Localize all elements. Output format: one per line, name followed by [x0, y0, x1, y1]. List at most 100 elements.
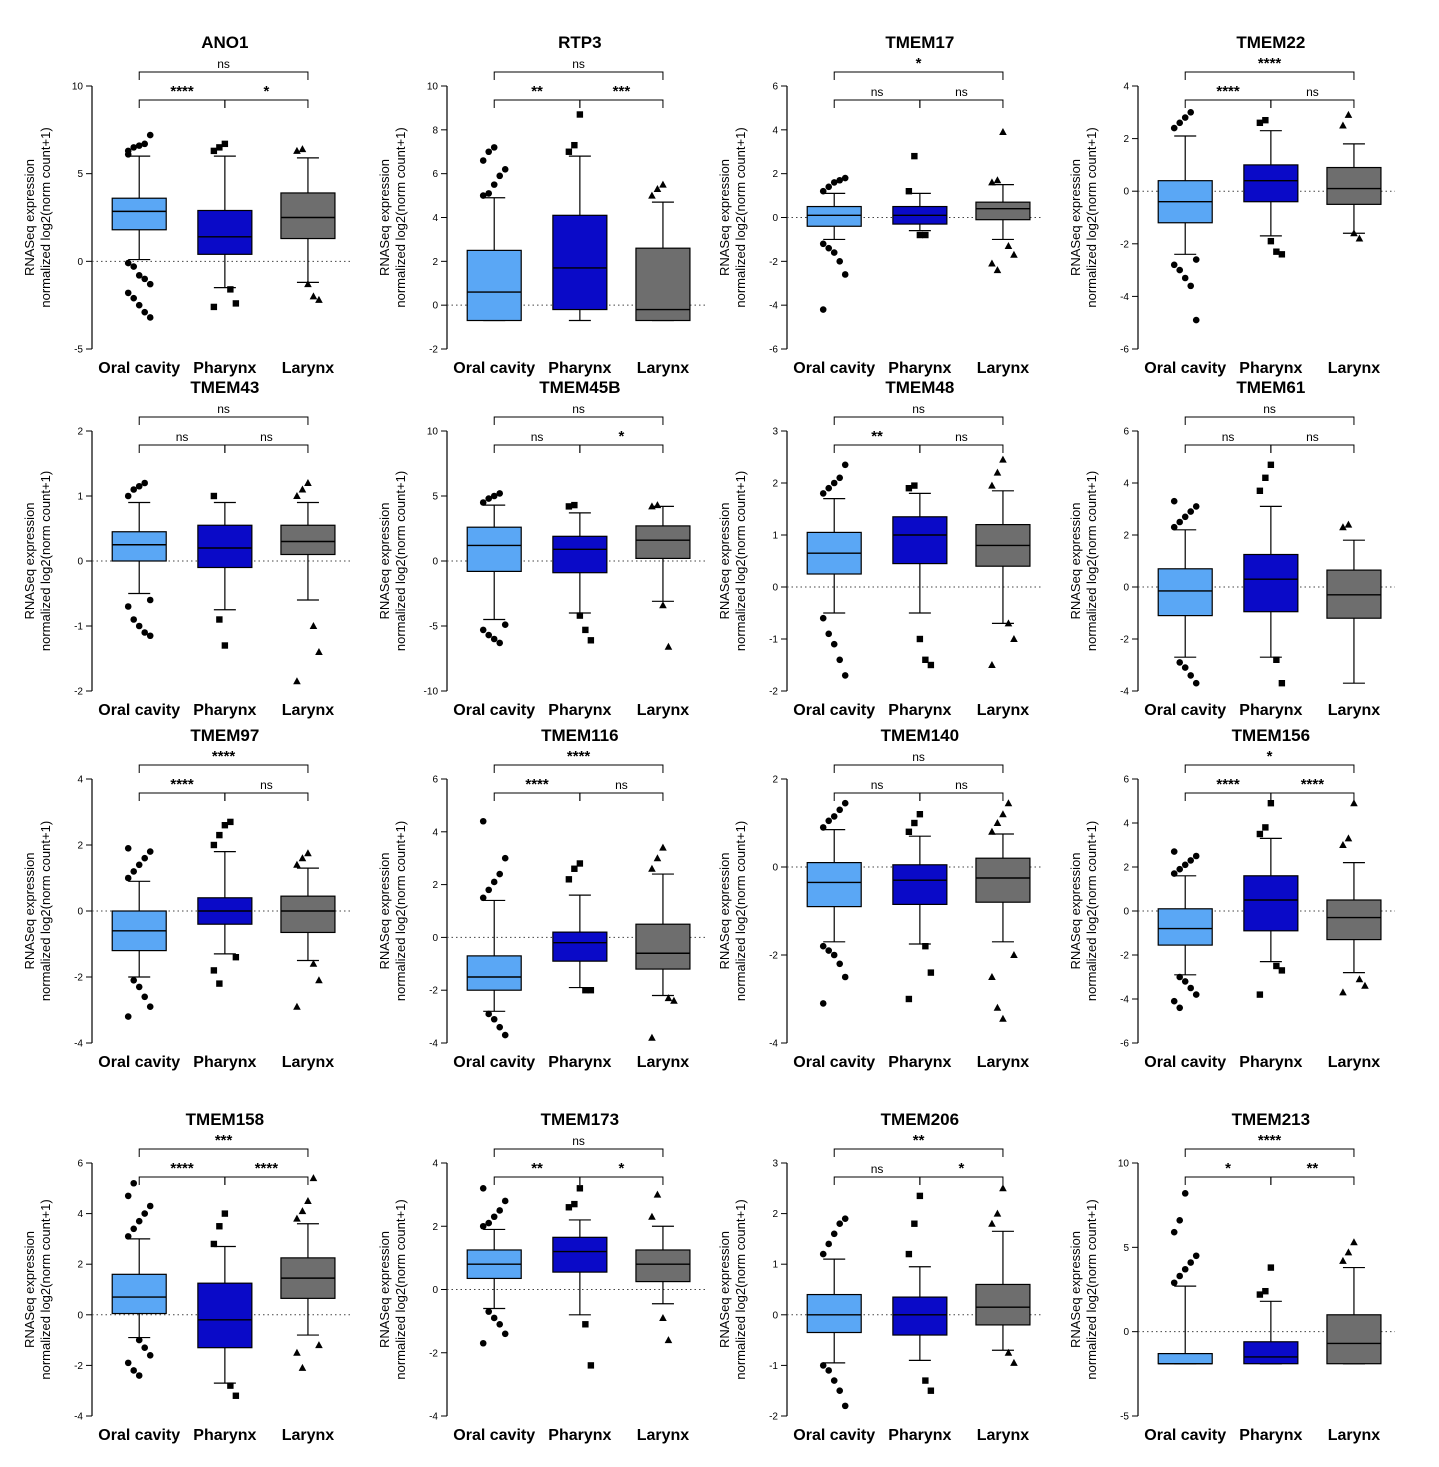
- panel-tmem158-outlier-point: [298, 1207, 307, 1215]
- panel-tmem158-ytick-label: 4: [77, 1209, 83, 1220]
- panel-tmem173-xtick-label: Larynx: [637, 1427, 690, 1444]
- panel-tmem158-sig-bracket: [224, 1176, 309, 1185]
- panel-tmem213-outlier-point: [1170, 1279, 1178, 1287]
- panel-tmem156-outlier-point: [1176, 1004, 1184, 1012]
- panel-tmem206-sig-bracket: [833, 1148, 1004, 1157]
- panel-tmem61-sig-label: ns: [1263, 402, 1276, 416]
- panel-tmem22-outlier-point: [1344, 110, 1353, 118]
- panel-tmem45b-outlier-point: [576, 612, 584, 619]
- panel-tmem116-sig-bracket: [493, 792, 581, 801]
- panel-tmem140-box-pharynx: [892, 864, 948, 905]
- panel-tmem45b-sig-bracket: [493, 444, 581, 453]
- panel-tmem156-ylabel-line1: RNASeq expression: [1068, 852, 1083, 969]
- panel-tmem206-ytick-label: 1: [772, 1260, 778, 1271]
- panel-rtp3-xtick-label: Larynx: [637, 360, 690, 377]
- panel-tmem17-ytick-label: 4: [772, 125, 778, 136]
- panel-tmem22-outlier-point: [1355, 234, 1364, 242]
- panel-tmem17-box-larynx: [975, 201, 1031, 221]
- panel-tmem48: TMEM48 -2 -1 0 1 2 3 RNASeq expression normalize…: [717, 378, 1043, 719]
- panel-tmem116-outlier-point: [496, 870, 504, 878]
- panel-tmem140-outlier-point: [988, 827, 996, 835]
- panel-tmem213-box-oral-cavity: [1157, 1352, 1213, 1365]
- panel-tmem156-outlier-point: [1192, 852, 1200, 860]
- panel-tmem17-outlier-point: [988, 259, 996, 267]
- panel-tmem22-outlier-point: [1170, 261, 1178, 269]
- panel-tmem173-ylabel: RNASeq expression normalized log2(norm co…: [377, 1199, 408, 1379]
- panel-tmem45b-outlier-point: [485, 631, 493, 639]
- panel-tmem17-outlier-point: [830, 179, 838, 186]
- panel-tmem97-sig-label: ****: [212, 748, 236, 765]
- panel-tmem48-ylabel-line1: RNASeq expression: [717, 502, 732, 619]
- panel-rtp3-sig-label: **: [531, 83, 543, 100]
- panel-tmem17-outlier-point: [836, 176, 844, 184]
- panel-tmem116-outlier-point: [571, 865, 578, 872]
- panel-tmem158-outlier-point: [146, 1202, 154, 1210]
- panel-tmem158-ylabel: RNASeq expression normalized log2(norm co…: [22, 1199, 53, 1379]
- panel-ano1-ylabel: RNASeq expression normalized log2(norm co…: [22, 127, 53, 307]
- panel-tmem158-sig-bracket: [138, 1176, 226, 1185]
- panel-ano1-outlier-point: [141, 275, 149, 283]
- panel-tmem17-outlier-point: [916, 231, 924, 239]
- panel-tmem173-outlier-point: [496, 1320, 504, 1328]
- panel-tmem206-outlier-point: [819, 1250, 827, 1258]
- panel-tmem206-outlier-point: [819, 1362, 827, 1369]
- panel-tmem43-ytick-label: -1: [74, 622, 83, 633]
- panel-tmem22-sig-bracket: [1184, 99, 1272, 108]
- panel-tmem97-ytick-label: 0: [77, 907, 83, 918]
- panel-tmem206-ytick-label: 0: [772, 1310, 778, 1321]
- panel-rtp3: RTP3 -2 0 2 4 6 8 10 RNASeq expression normalized…: [377, 33, 708, 377]
- panel-tmem173-ytick-label: 4: [432, 1159, 438, 1170]
- panel-tmem17-outlier-point: [825, 244, 833, 252]
- panel-tmem97-outlier-point: [124, 874, 132, 882]
- panel-tmem45b-ytick-label: 5: [432, 492, 438, 503]
- panel-ano1-sig-label: ns: [217, 57, 230, 71]
- panel-tmem206: TMEM206 -2 -1 0 1 2 3 RNASeq expression normaliz…: [717, 1110, 1043, 1444]
- panel-tmem116: TMEM116 -4 -2 0 2 4 6 RNASeq expression normaliz…: [377, 726, 708, 1071]
- panel-tmem206-sig-label: ns: [871, 1162, 884, 1176]
- panel-tmem156: TMEM156 -6 -4 -2 0 2 4 6 RNASeq expression normal…: [1068, 726, 1395, 1071]
- panel-tmem43-xtick-label: Larynx: [282, 702, 335, 719]
- panel-tmem206-ytick-label: -1: [769, 1361, 778, 1372]
- panel-tmem140-outlier-point: [819, 942, 827, 950]
- panel-tmem97-outlier-point: [304, 849, 312, 857]
- panel-tmem156-xtick-label: Oral cavity: [1144, 1054, 1226, 1071]
- panel-tmem61-ylabel-line1: RNASeq expression: [1068, 502, 1083, 619]
- panel-tmem43-ytick-label: 2: [77, 427, 83, 438]
- panel-tmem206-outlier-point: [825, 1240, 833, 1248]
- panel-tmem45b-outlier-point: [571, 501, 578, 509]
- panel-tmem116-outlier-point: [664, 994, 673, 1002]
- panel-tmem17-ytick-label: 2: [772, 169, 778, 180]
- panel-rtp3-outlier-point: [479, 157, 487, 164]
- panel-tmem48-sig-bracket: [833, 416, 1004, 425]
- panel-tmem140-outlier-point: [1004, 799, 1013, 807]
- panel-tmem173-xtick-label: Pharynx: [548, 1427, 611, 1444]
- panel-tmem43-sig-bracket: [138, 444, 226, 453]
- panel-ano1-outlier-point: [124, 151, 132, 158]
- panel-tmem206-sig-bracket: [833, 1176, 921, 1185]
- panel-tmem116-outlier-point: [501, 854, 509, 862]
- panel-tmem140-sig-bracket: [833, 792, 921, 801]
- panel-tmem158-xtick-label: Pharynx: [193, 1427, 256, 1444]
- panel-tmem45b-box-larynx: [635, 525, 691, 560]
- panel-tmem173-outlier-point: [479, 1339, 487, 1347]
- panel-tmem158-outlier-point: [124, 1359, 132, 1367]
- panel-tmem156-ylabel: RNASeq expression normalized log2(norm co…: [1068, 821, 1099, 1001]
- panel-ano1-outlier-point: [130, 144, 138, 151]
- panel-tmem213-xtick-label: Oral cavity: [1144, 1427, 1226, 1444]
- panel-tmem140-outlier-point: [836, 960, 844, 968]
- panel-tmem61-xtick-label: Pharynx: [1239, 702, 1302, 719]
- panel-tmem140-outlier-point: [819, 1000, 827, 1007]
- panel-tmem173-outlier-point: [659, 1313, 667, 1321]
- panel-tmem22-xtick-label: Pharynx: [1239, 360, 1302, 377]
- panel-tmem22-ylabel: RNASeq expression normalized log2(norm co…: [1068, 127, 1099, 307]
- panel-tmem116-outlier-point: [479, 817, 487, 825]
- panel-tmem116-outlier-point: [485, 886, 493, 894]
- panel-tmem156-box-larynx: [1326, 899, 1382, 941]
- panel-tmem17-ylabel-line1: RNASeq expression: [717, 159, 732, 276]
- panel-tmem45b-outlier-point: [587, 637, 595, 644]
- panel-tmem213-outlier-point: [1339, 1256, 1347, 1264]
- panel-tmem156-outlier-point: [1350, 799, 1358, 807]
- panel-tmem22-box-pharynx: [1243, 164, 1299, 203]
- panel-ano1-box-pharynx: [197, 209, 253, 255]
- panel-tmem116-box-larynx: [635, 923, 691, 970]
